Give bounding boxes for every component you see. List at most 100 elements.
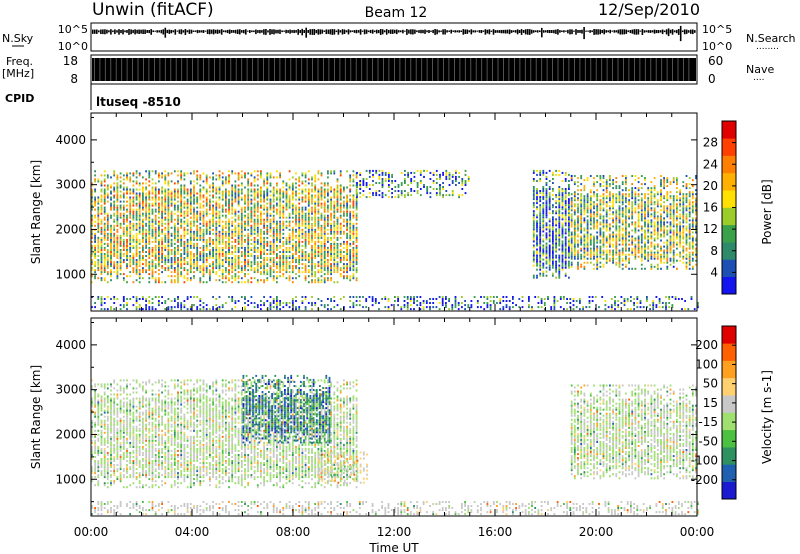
heatmap-cell (311, 281, 313, 284)
heatmap-cell (555, 260, 557, 263)
heatmap-cell (327, 265, 329, 268)
heatmap-cell (119, 249, 122, 251)
heatmap-cell (602, 231, 605, 234)
heatmap-cell (161, 200, 163, 203)
heatmap-cell (304, 224, 307, 227)
heatmap-cell (298, 210, 301, 213)
heatmap-cell (605, 203, 608, 206)
nsky-sample (410, 29, 412, 35)
heatmap-cell (132, 240, 135, 243)
heatmap-cell (599, 207, 602, 210)
heatmap-cell (596, 211, 599, 214)
heatmap-cell (558, 254, 561, 257)
heatmap-cell (282, 275, 285, 278)
heatmap-cell (542, 264, 545, 267)
nsky-sample (577, 30, 579, 33)
heatmap-cell (317, 228, 320, 231)
heatmap-cell (119, 265, 122, 268)
heatmap-cell (234, 259, 237, 261)
heatmap-cell (552, 264, 554, 267)
heatmap-cell (539, 258, 542, 261)
heatmap-cell (154, 240, 157, 243)
heatmap-cell (272, 240, 275, 243)
heatmap-cell (154, 232, 157, 235)
heatmap-cell (536, 226, 538, 229)
heatmap-cell (552, 238, 554, 241)
nsky-sample (234, 29, 237, 34)
heatmap-cell (106, 200, 109, 203)
heatmap-cell (307, 255, 310, 257)
heatmap-cell (247, 200, 250, 203)
heatmap-cell (126, 220, 128, 223)
heatmap-cell (100, 271, 103, 274)
heatmap-cell (279, 216, 281, 219)
heatmap-cell (103, 234, 106, 237)
heatmap-cell (602, 241, 605, 244)
heatmap-cell (355, 240, 358, 243)
heatmap-cell (564, 200, 567, 203)
heatmap-cell (240, 214, 243, 217)
heatmap-cell (183, 222, 186, 225)
heatmap-cell (138, 265, 141, 268)
heatmap-cell (183, 240, 186, 243)
heatmap-cell (228, 208, 230, 211)
heatmap-cell (116, 249, 119, 251)
heatmap-cell (183, 244, 186, 247)
heatmap-cell (564, 228, 567, 231)
heatmap-cell (536, 236, 538, 239)
freq-gap (355, 58, 357, 81)
heatmap-cell (215, 238, 218, 241)
heatmap-cell (295, 216, 297, 219)
heatmap-cell (589, 207, 592, 210)
heatmap-cell (180, 267, 183, 270)
heatmap-cell (301, 180, 304, 183)
heatmap-cell (225, 277, 227, 280)
heatmap-cell (228, 202, 230, 205)
heatmap-cell (173, 271, 176, 274)
heatmap-cell (539, 190, 542, 192)
heatmap-cell (240, 218, 243, 221)
heatmap-cell (307, 242, 310, 245)
heatmap-cell (119, 244, 122, 247)
heatmap-cell (282, 257, 285, 259)
heatmap-cell (266, 186, 269, 189)
heatmap-cell (113, 204, 116, 207)
heatmap-cell (199, 259, 202, 261)
heatmap-cell (151, 277, 154, 280)
heatmap-cell (593, 245, 595, 248)
heatmap-cell (307, 210, 310, 213)
heatmap-cell (552, 188, 554, 190)
heatmap-cell (558, 256, 561, 259)
heatmap-cell (323, 244, 326, 247)
heatmap-cell (570, 263, 573, 266)
heatmap-cell (564, 214, 567, 217)
heatmap-cell (113, 170, 116, 173)
heatmap-cell (558, 188, 561, 190)
heatmap-cell (106, 216, 109, 219)
heatmap-cell (301, 222, 304, 225)
heatmap-cell (416, 169, 419, 172)
heatmap-cell (106, 259, 109, 261)
heatmap-cell (129, 178, 132, 181)
heatmap-cell (404, 169, 406, 172)
heatmap-cell (285, 240, 288, 243)
heatmap-cell (119, 257, 122, 259)
heatmap-cell (593, 255, 595, 258)
heatmap-cell (605, 197, 608, 200)
heatmap-cell (260, 228, 262, 231)
heatmap-cell (148, 216, 151, 219)
freq-gap (263, 58, 264, 81)
heatmap-cell (568, 264, 570, 267)
heatmap-cell (561, 246, 564, 249)
nsky-sample (166, 29, 169, 34)
heatmap-cell (256, 267, 259, 270)
heatmap-cell (291, 182, 294, 185)
heatmap-cell (234, 184, 237, 187)
heatmap-cell (266, 172, 269, 175)
heatmap-cell (333, 200, 336, 203)
heatmap-cell (548, 268, 551, 271)
heatmap-cell (539, 234, 542, 237)
heatmap-cell (314, 222, 317, 225)
heatmap-cell (552, 206, 554, 209)
heatmap-cell (435, 194, 438, 197)
